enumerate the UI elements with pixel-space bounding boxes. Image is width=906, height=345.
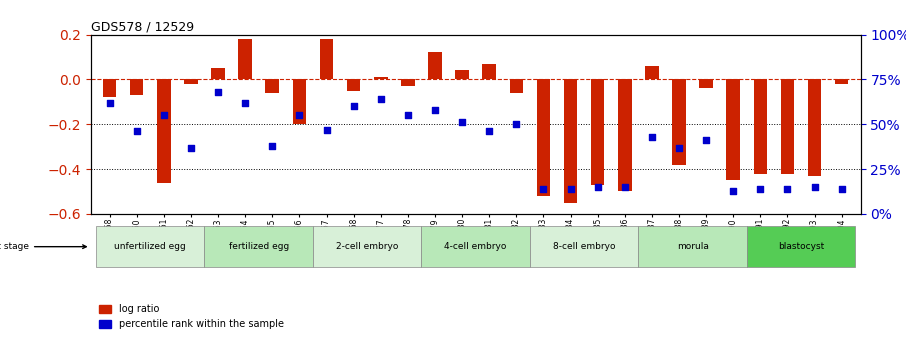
Point xyxy=(726,188,740,193)
FancyBboxPatch shape xyxy=(96,227,205,267)
Bar xyxy=(429,52,442,79)
Point xyxy=(482,129,496,134)
Bar xyxy=(102,79,116,97)
Point xyxy=(618,184,632,190)
Bar xyxy=(727,79,740,180)
Bar xyxy=(536,79,550,196)
Point xyxy=(455,120,469,125)
Bar xyxy=(672,79,686,165)
Point xyxy=(536,186,551,191)
Point xyxy=(211,89,226,95)
Point xyxy=(292,112,306,118)
FancyBboxPatch shape xyxy=(205,227,313,267)
Bar xyxy=(482,64,496,79)
Bar xyxy=(184,79,198,84)
Point xyxy=(428,107,442,112)
Point xyxy=(373,96,388,102)
Bar xyxy=(808,79,822,176)
Bar xyxy=(265,79,279,93)
Point xyxy=(102,100,117,106)
Point xyxy=(400,112,415,118)
Text: morula: morula xyxy=(677,242,708,251)
Point xyxy=(509,121,524,127)
FancyBboxPatch shape xyxy=(530,227,639,267)
Text: 8-cell embryo: 8-cell embryo xyxy=(553,242,615,251)
Bar xyxy=(699,79,713,88)
Bar xyxy=(130,79,143,95)
Point xyxy=(645,134,660,139)
Bar xyxy=(591,79,604,185)
Point xyxy=(699,138,713,143)
Bar xyxy=(509,79,523,93)
Text: blastocyst: blastocyst xyxy=(778,242,824,251)
Point xyxy=(157,112,171,118)
Bar xyxy=(564,79,577,203)
FancyBboxPatch shape xyxy=(421,227,530,267)
Point xyxy=(807,184,822,190)
Text: 2-cell embryo: 2-cell embryo xyxy=(336,242,399,251)
Point xyxy=(184,145,198,150)
Bar xyxy=(238,39,252,79)
Text: development stage: development stage xyxy=(0,242,86,251)
Text: GDS578 / 12529: GDS578 / 12529 xyxy=(91,20,194,33)
Bar xyxy=(618,79,631,191)
Bar xyxy=(781,79,795,174)
FancyBboxPatch shape xyxy=(747,227,855,267)
Legend: log ratio, percentile rank within the sample: log ratio, percentile rank within the sa… xyxy=(95,300,288,333)
Point xyxy=(780,186,795,191)
Bar xyxy=(401,79,415,86)
Bar xyxy=(374,77,388,79)
Point xyxy=(834,186,849,191)
Point xyxy=(671,145,686,150)
Point xyxy=(753,186,767,191)
Point xyxy=(564,186,578,191)
Text: 4-cell embryo: 4-cell embryo xyxy=(445,242,506,251)
Point xyxy=(265,143,280,148)
Point xyxy=(319,127,333,132)
Bar xyxy=(293,79,306,124)
Point xyxy=(130,129,144,134)
Bar xyxy=(211,68,225,79)
Point xyxy=(238,100,253,106)
Bar xyxy=(157,79,170,183)
Point xyxy=(346,104,361,109)
Bar xyxy=(835,79,849,84)
FancyBboxPatch shape xyxy=(639,227,747,267)
Bar xyxy=(320,39,333,79)
Text: fertilized egg: fertilized egg xyxy=(228,242,289,251)
Bar xyxy=(754,79,767,174)
Bar xyxy=(347,79,361,91)
Bar xyxy=(645,66,659,79)
FancyBboxPatch shape xyxy=(313,227,421,267)
Bar xyxy=(456,70,469,79)
Point xyxy=(591,184,605,190)
Text: unfertilized egg: unfertilized egg xyxy=(114,242,186,251)
